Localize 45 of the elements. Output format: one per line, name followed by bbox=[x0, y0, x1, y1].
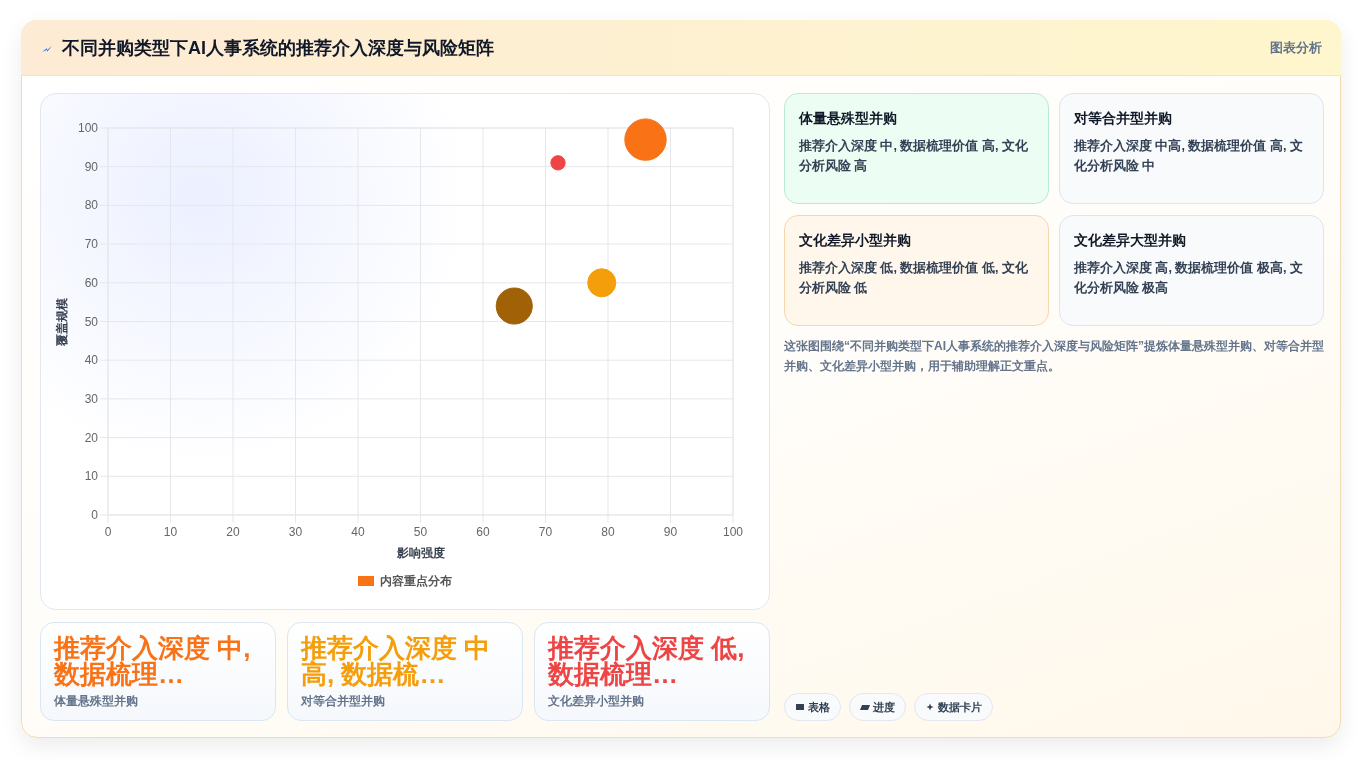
y-tick-label: 100 bbox=[77, 121, 99, 135]
x-tick-label: 60 bbox=[476, 525, 490, 539]
text: 文化差异大型并购 bbox=[1074, 231, 1187, 250]
y-axis-title: 覆盖规模 bbox=[55, 297, 69, 347]
text: 对等合并型并购 bbox=[1074, 109, 1173, 128]
x-tick-label: 40 bbox=[351, 525, 365, 539]
y-tick-label: 30 bbox=[84, 391, 99, 406]
x-tick-label: 0 bbox=[104, 525, 112, 539]
x-tick-label: 90 bbox=[663, 525, 678, 539]
y-tick-label: 20 bbox=[84, 430, 99, 445]
x-axis-title: 影响强度 bbox=[395, 546, 445, 560]
y-tick-label: 0 bbox=[91, 508, 99, 522]
text: 推荐介入深度 中高, 数据梳… bbox=[301, 633, 492, 689]
x-tick-label: 10 bbox=[163, 525, 178, 539]
x-tick-label: 20 bbox=[226, 525, 240, 539]
text: 文化差异小型并购 bbox=[548, 693, 644, 709]
y-tick-label: 60 bbox=[84, 275, 99, 290]
text: 体量悬殊型并购 bbox=[54, 693, 138, 709]
text: 推荐介入深度 低, 数据梳理价值 低, 文化分析风险 低 bbox=[799, 259, 1029, 297]
text: 进度 bbox=[873, 699, 895, 715]
text: 数据卡片 bbox=[938, 699, 982, 715]
text: 对等合并型并购 bbox=[301, 693, 385, 709]
text: 推荐介入深度 中, 数据梳理价值 高, 文化分析风险 高 bbox=[799, 137, 1029, 175]
text: 推荐介入深度 高, 数据梳理价值 极高, 文化分析风险 极高 bbox=[1074, 259, 1304, 297]
text: 体量悬殊型并购 bbox=[799, 109, 898, 128]
text: 推荐介入深度 中, 数据梳理… bbox=[54, 633, 252, 689]
text: 不同并购类型下AI人事系统的推荐介入深度与风险矩阵 bbox=[62, 37, 494, 60]
x-tick-label: 50 bbox=[413, 525, 428, 539]
text: 图表分析 bbox=[1270, 39, 1322, 57]
legend-label: 内容重点分布 bbox=[380, 574, 452, 588]
y-tick-label: 70 bbox=[84, 237, 99, 252]
text: 文化差异小型并购 bbox=[799, 231, 912, 250]
x-tick-label: 30 bbox=[288, 525, 303, 539]
y-tick-label: 90 bbox=[84, 159, 99, 174]
x-tick-label: 100 bbox=[722, 525, 744, 539]
y-tick-label: 50 bbox=[84, 314, 99, 329]
text: 这张图围绕“不同并购类型下AI人事系统的推荐介入深度与风险矩阵”提炼体量悬殊型并购、对等合并型并购、文化差异小型并购，用于辅助理解正文重点。 bbox=[784, 338, 1325, 375]
text: 推荐介入深度 中高, 数据梳理价值 高, 文化分析风险 中 bbox=[1074, 137, 1304, 175]
y-tick-label: 10 bbox=[84, 469, 99, 484]
y-tick-label: 80 bbox=[84, 198, 99, 213]
text: 表格 bbox=[808, 699, 830, 715]
x-tick-label: 70 bbox=[538, 525, 553, 539]
x-tick-label: 80 bbox=[601, 525, 615, 539]
y-tick-label: 40 bbox=[84, 353, 99, 368]
text: 推荐介入深度 低, 数据梳理… bbox=[548, 633, 746, 689]
